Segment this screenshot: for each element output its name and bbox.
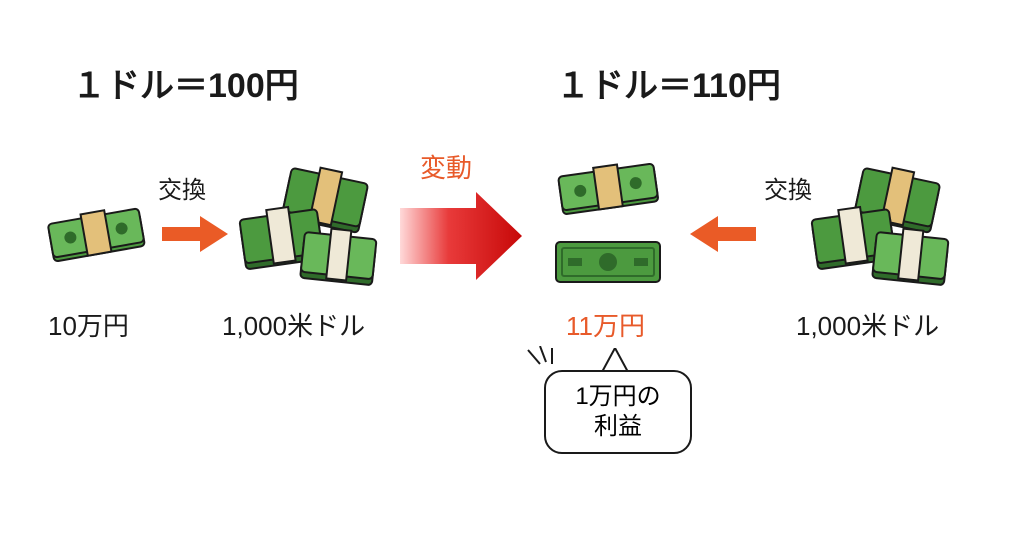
money-yen-start-icon bbox=[40, 198, 152, 268]
exchange-left-label: 交換 bbox=[158, 170, 206, 205]
exchange-right-label: 交換 bbox=[764, 170, 812, 205]
heading-rate-left: １ドル＝100円 bbox=[72, 58, 299, 107]
arrow-exchange-left-icon bbox=[160, 214, 230, 254]
money-usd-right-icon bbox=[808, 152, 958, 292]
money-yen-end-top-icon bbox=[548, 152, 668, 222]
usd-right-label: 1,000米ドル bbox=[796, 306, 939, 343]
change-label: 変動 bbox=[420, 148, 472, 185]
profit-bubble: 1万円の 利益 bbox=[544, 370, 692, 454]
money-yen-end-bottom-icon bbox=[552, 234, 664, 288]
arrow-exchange-right-icon bbox=[688, 214, 758, 254]
heading-rate-right: １ドル＝110円 bbox=[556, 58, 781, 107]
bubble-line2: 利益 bbox=[546, 412, 690, 442]
yen-start-label: 10万円 bbox=[48, 306, 129, 343]
usd-mid-label: 1,000米ドル bbox=[222, 306, 365, 343]
bubble-line1: 1万円の bbox=[546, 382, 690, 412]
money-usd-mid-icon bbox=[236, 152, 386, 292]
yen-end-label: 11万円 bbox=[566, 306, 645, 343]
arrow-change-icon bbox=[396, 190, 526, 282]
